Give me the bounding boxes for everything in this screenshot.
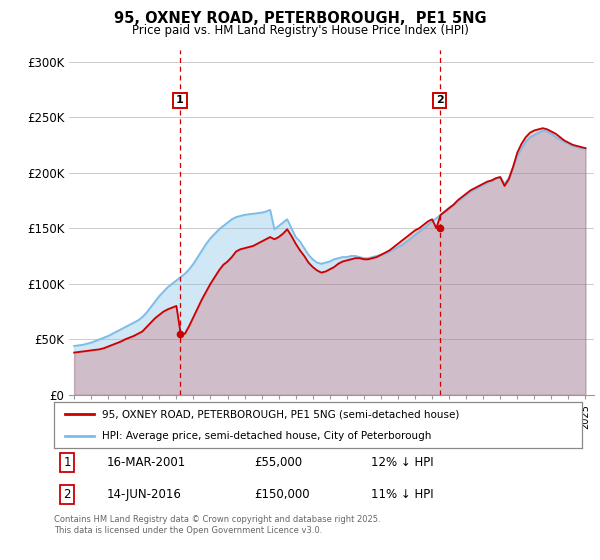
Text: 16-MAR-2001: 16-MAR-2001: [107, 456, 186, 469]
Text: Price paid vs. HM Land Registry's House Price Index (HPI): Price paid vs. HM Land Registry's House …: [131, 24, 469, 37]
Text: Contains HM Land Registry data © Crown copyright and database right 2025.
This d: Contains HM Land Registry data © Crown c…: [54, 515, 380, 535]
Text: 12% ↓ HPI: 12% ↓ HPI: [371, 456, 433, 469]
Text: 14-JUN-2016: 14-JUN-2016: [107, 488, 182, 501]
Text: 1: 1: [64, 456, 71, 469]
Text: 11% ↓ HPI: 11% ↓ HPI: [371, 488, 433, 501]
Text: £150,000: £150,000: [254, 488, 310, 501]
Text: 95, OXNEY ROAD, PETERBOROUGH, PE1 5NG (semi-detached house): 95, OXNEY ROAD, PETERBOROUGH, PE1 5NG (s…: [101, 409, 459, 419]
Text: 1: 1: [176, 95, 184, 105]
Text: 2: 2: [64, 488, 71, 501]
Text: £55,000: £55,000: [254, 456, 303, 469]
Text: 95, OXNEY ROAD, PETERBOROUGH,  PE1 5NG: 95, OXNEY ROAD, PETERBOROUGH, PE1 5NG: [113, 11, 487, 26]
Text: 2: 2: [436, 95, 443, 105]
Text: HPI: Average price, semi-detached house, City of Peterborough: HPI: Average price, semi-detached house,…: [101, 431, 431, 441]
